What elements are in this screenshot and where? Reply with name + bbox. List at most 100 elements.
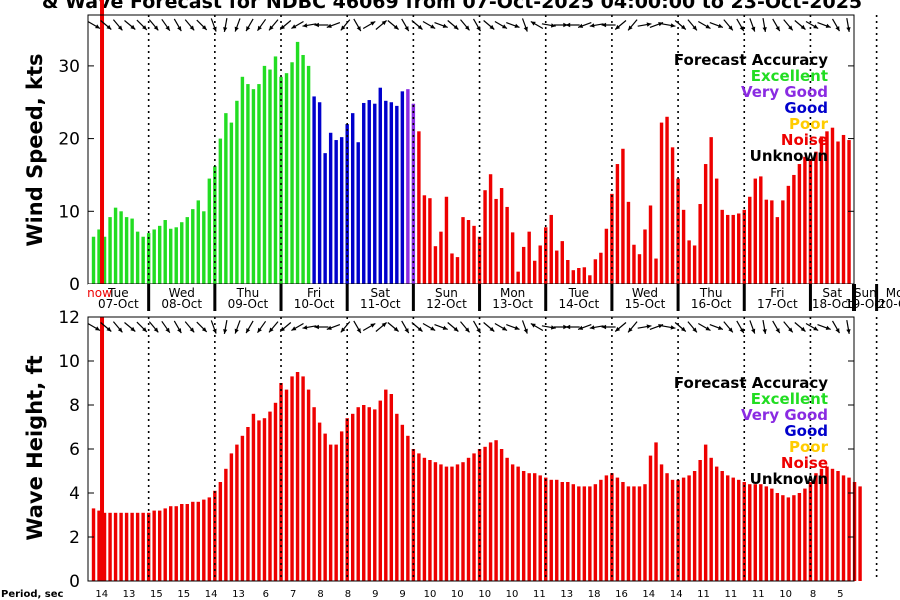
direction-arrow (772, 18, 781, 32)
wave-height-bar (367, 407, 371, 581)
direction-arrow-head (601, 324, 607, 330)
wave-height-bar (808, 482, 813, 581)
wind-speed-legend-entry: Very Good (741, 83, 828, 101)
direction-arrow-head (269, 25, 274, 31)
wave-height-bar (251, 413, 256, 581)
day-separator (147, 284, 151, 311)
wave-height-axes: 0 2 4 6 8 10 12 (58, 308, 855, 592)
wind-speed-bar (317, 102, 322, 285)
wave-height-bar (659, 464, 664, 581)
direction-arrow (709, 324, 724, 330)
direction-arrow-head (370, 323, 376, 328)
wave-height-bar (566, 482, 570, 581)
wave-height-bar (538, 475, 542, 581)
direction-arrow (257, 320, 267, 334)
day-name-label: Wed (169, 286, 195, 300)
direction-arrow (245, 18, 254, 32)
wave-height-bar (852, 482, 857, 581)
wave-height-bar (544, 477, 548, 581)
wave-height-bar (593, 484, 598, 581)
direction-arrow (112, 321, 123, 333)
wind-speed-bar (621, 148, 625, 284)
direction-arrow-head (476, 328, 481, 334)
wind-speed-bar (510, 232, 515, 284)
wind-speed-bar (356, 142, 360, 284)
period-value: 15 (177, 589, 190, 600)
wave-height-bar (510, 464, 515, 581)
direction-arrow-head (153, 327, 159, 333)
direction-arrow (161, 320, 171, 334)
direction-arrow (314, 324, 329, 330)
wave-height-bar (439, 464, 443, 581)
wave-height-bar (378, 400, 382, 581)
wind-speed-bar (345, 124, 349, 284)
wind-speed-bars (91, 0, 851, 285)
direction-arrow-head (356, 328, 361, 334)
wave-height-bar (626, 486, 631, 581)
wave-height-bar (323, 433, 327, 581)
day-date-label: 08-Oct (161, 297, 202, 311)
wind-speed-bar (770, 200, 774, 284)
direction-arrow (506, 22, 520, 28)
direction-arrow (530, 322, 544, 332)
wind-speed-bar (593, 259, 598, 284)
wave-height-bar (417, 453, 421, 581)
wind-speed-legend-title: Forecast Accuracy (674, 51, 828, 69)
wave-height-bar (174, 506, 178, 581)
wave-height-bar (163, 508, 167, 581)
wave-height-bar (472, 453, 476, 581)
direction-arrow-head (788, 327, 793, 333)
wave-height-bar (648, 455, 653, 581)
day-separator (411, 284, 415, 311)
direction-arrow-head (201, 327, 207, 332)
direction-arrow (674, 322, 687, 332)
direction-arrow (184, 321, 195, 333)
direction-arrow-head (530, 21, 536, 26)
wave-height-bar (692, 471, 697, 581)
direction-arrow-head (417, 326, 423, 332)
direction-arrow (472, 320, 482, 334)
period-value: 8 (345, 589, 351, 600)
direction-arrow-head (404, 26, 409, 32)
period-value: 14 (205, 589, 218, 600)
wind-speed-bar (102, 236, 107, 284)
wave-height-bar (494, 440, 498, 581)
wind-speed-bar (295, 41, 300, 285)
day-date-label: 14-Oct (558, 297, 599, 311)
wave-height-tick-label: 10 (58, 352, 80, 372)
wave-height-bar (571, 484, 576, 581)
direction-arrow (762, 17, 767, 33)
wind-speed-bar (659, 122, 664, 284)
wave-height-bar (803, 488, 807, 581)
wind-speed-bar (775, 217, 780, 284)
wave-height-bar (268, 411, 272, 581)
wind-speed-bar (312, 96, 316, 285)
direction-arrow-head (751, 26, 756, 32)
day-strip-background (88, 284, 854, 311)
direction-arrow-head (718, 325, 723, 330)
wave-height-bar (726, 475, 730, 581)
wind-speed-bar (599, 252, 603, 284)
direction-arrow-head (326, 23, 332, 28)
wave-height-bar (351, 413, 355, 581)
wind-speed-bar (301, 54, 305, 284)
wave-height-bar (141, 512, 145, 581)
wind-speed-bar (433, 246, 438, 284)
wind-speed-bar (764, 199, 769, 284)
direction-arrow-head (280, 326, 285, 332)
wind-speed-bar (428, 198, 432, 284)
direction-arrow (614, 322, 627, 332)
direction-arrow-head (578, 325, 584, 330)
direction-arrow (589, 325, 604, 330)
direction-arrow (601, 324, 616, 330)
wind-speed-bar (328, 132, 333, 284)
wave-height-tick-label: 4 (69, 484, 80, 504)
day-date-label: 07-Oct (98, 297, 139, 311)
direction-arrow (173, 320, 182, 334)
wave-height-bar (450, 466, 454, 581)
wind-speed-bar (422, 195, 427, 284)
wind-speed-bar (439, 231, 443, 284)
day-separator (676, 284, 680, 311)
wind-speed-bar (681, 209, 686, 284)
direction-arrow-head (257, 327, 262, 333)
